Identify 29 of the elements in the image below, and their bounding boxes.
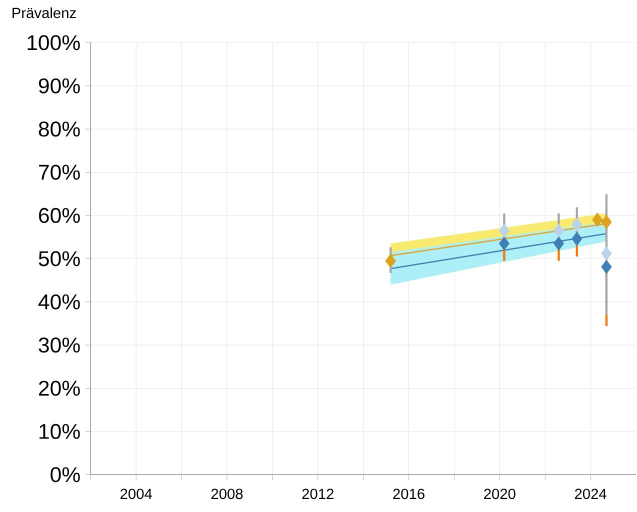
x-tick-label: 2020 [484, 488, 516, 500]
point [572, 232, 582, 246]
y-tick-label: 50% [38, 251, 80, 266]
point [601, 246, 612, 260]
point [385, 254, 396, 268]
y-tick-label: 30% [38, 338, 80, 353]
y-tick-label: 80% [38, 122, 80, 137]
point [553, 236, 564, 250]
x-tick-label: 2024 [574, 488, 606, 500]
y-tick-label: 60% [39, 208, 80, 224]
y-axis-title: Prävalenz [12, 7, 76, 18]
y-tick-label: 100% [28, 35, 80, 50]
y-tick-label: 20% [39, 380, 80, 396]
point [498, 224, 510, 238]
point [592, 212, 603, 227]
x-tick-label: 2016 [393, 488, 424, 500]
point [553, 224, 564, 238]
x-tick-label: 2008 [211, 488, 243, 500]
x-tick-label: 2012 [302, 488, 334, 500]
y-tick-label: 0% [50, 467, 80, 482]
y-tick-label: 10% [40, 424, 80, 440]
y-tick-label: 90% [38, 78, 80, 94]
y-tick-label: 40% [38, 294, 80, 310]
x-tick-label: 2004 [120, 488, 152, 500]
point [498, 236, 510, 250]
point [572, 218, 582, 232]
point [601, 260, 612, 274]
y-tick-label: 70% [39, 164, 80, 180]
point [601, 215, 612, 229]
